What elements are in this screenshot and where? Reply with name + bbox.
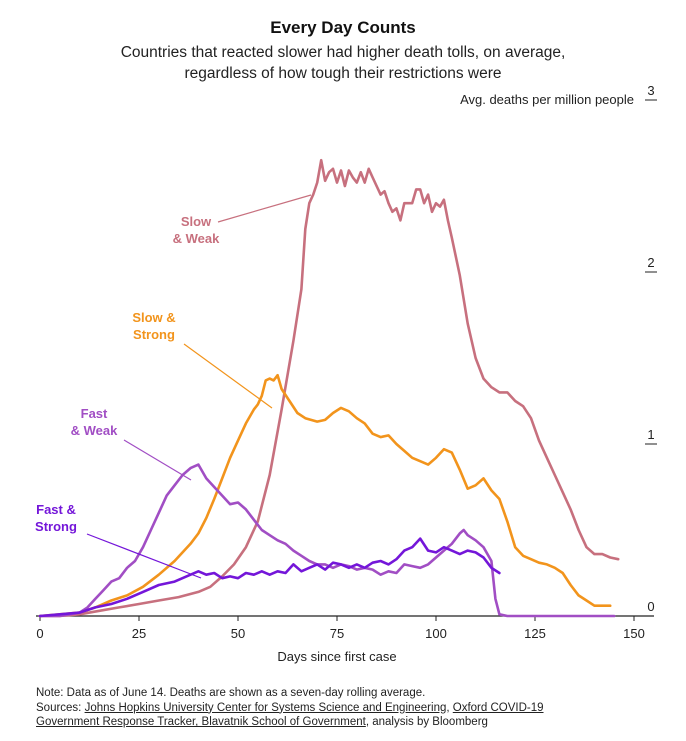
series-line-fast-strong [38, 537, 501, 618]
x-tick-label: 150 [623, 626, 645, 641]
x-tick-label: 100 [425, 626, 447, 641]
leader-line-fast-strong [86, 533, 202, 579]
source-link-oxford-part1[interactable]: Oxford COVID-19 [452, 701, 544, 714]
x-axis-title: Days since first case [277, 649, 396, 664]
source-link-oxford-part2[interactable]: Government Response Tracker, Blavatnik S… [36, 716, 366, 728]
chart-title: Every Day Counts [270, 18, 416, 37]
series-label-fast-strong-line2: Strong [35, 519, 77, 534]
x-tick-label: 25 [132, 626, 146, 641]
sources-prefix: Sources: [36, 701, 85, 714]
y-tick-label: 3 [647, 83, 654, 98]
x-tick-label: 75 [330, 626, 344, 641]
sources-suffix: , analysis by Bloomberg [365, 716, 488, 728]
x-tick-label: 50 [231, 626, 245, 641]
line-chart: 0 25 50 75 100 125 150 Days since first case 0 1 2… [35, 83, 657, 664]
sources-separator: , [446, 701, 453, 714]
source-link-jhu[interactable]: Johns Hopkins University Center for Syst… [84, 701, 447, 714]
chart-subtitle: Countries that reacted slower had higher… [60, 42, 626, 84]
footer-note: Note: Data as of June 14. Deaths are sho… [36, 687, 426, 699]
series-label-fast-weak-line2: & Weak [71, 423, 118, 438]
series-label-slow-weak-line2: & Weak [173, 231, 220, 246]
footer-notes: Note: Data as of June 14. Deaths are sho… [36, 686, 544, 730]
series-line-slow-weak [38, 158, 620, 618]
x-tick-label: 125 [524, 626, 546, 641]
subtitle-line-1: Countries that reacted slower had higher… [120, 44, 566, 61]
leader-line-slow-weak [217, 194, 312, 223]
series-label-fast-strong-line1: Fast & [36, 502, 76, 517]
leader-line-slow-strong [183, 343, 273, 409]
y-tick-label: 0 [647, 599, 654, 614]
footer-sources-line-1: Sources: Johns Hopkins University Center… [36, 701, 544, 716]
series-label-fast-weak-line1: Fast [81, 406, 108, 421]
series-line-slow-strong [38, 373, 612, 618]
y-axis-title: Avg. deaths per million people [460, 92, 634, 107]
series-label-slow-strong-line2: Strong [133, 327, 175, 342]
footer-sources-line-2: Government Response Tracker, Blavatnik S… [36, 715, 544, 730]
y-tick-label: 1 [647, 427, 654, 442]
series-line-fast-weak [38, 463, 616, 618]
x-tick-label: 0 [36, 626, 43, 641]
y-tick-label: 2 [647, 255, 654, 270]
series-label-slow-strong-line1: Slow & [132, 310, 175, 325]
leader-line-fast-weak [123, 439, 192, 481]
series-label-slow-weak-line1: Slow [181, 214, 212, 229]
subtitle-line-2: regardless of how tough their restrictio… [184, 65, 502, 82]
